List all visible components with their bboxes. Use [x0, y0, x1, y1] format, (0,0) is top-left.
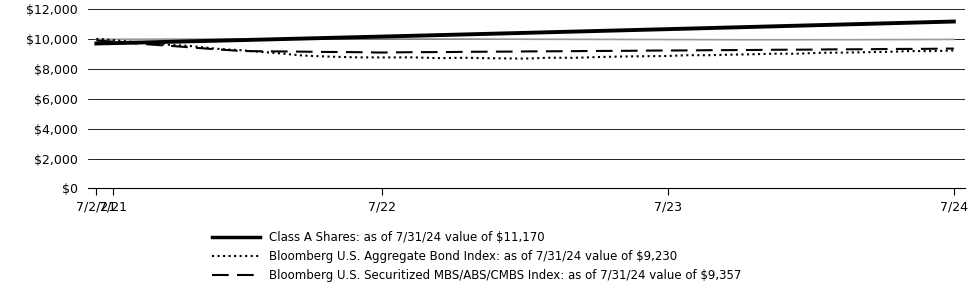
Legend: Class A Shares: as of 7/31/24 value of $11,170, Bloomberg U.S. Aggregate Bond In: Class A Shares: as of 7/31/24 value of $… — [208, 227, 746, 287]
